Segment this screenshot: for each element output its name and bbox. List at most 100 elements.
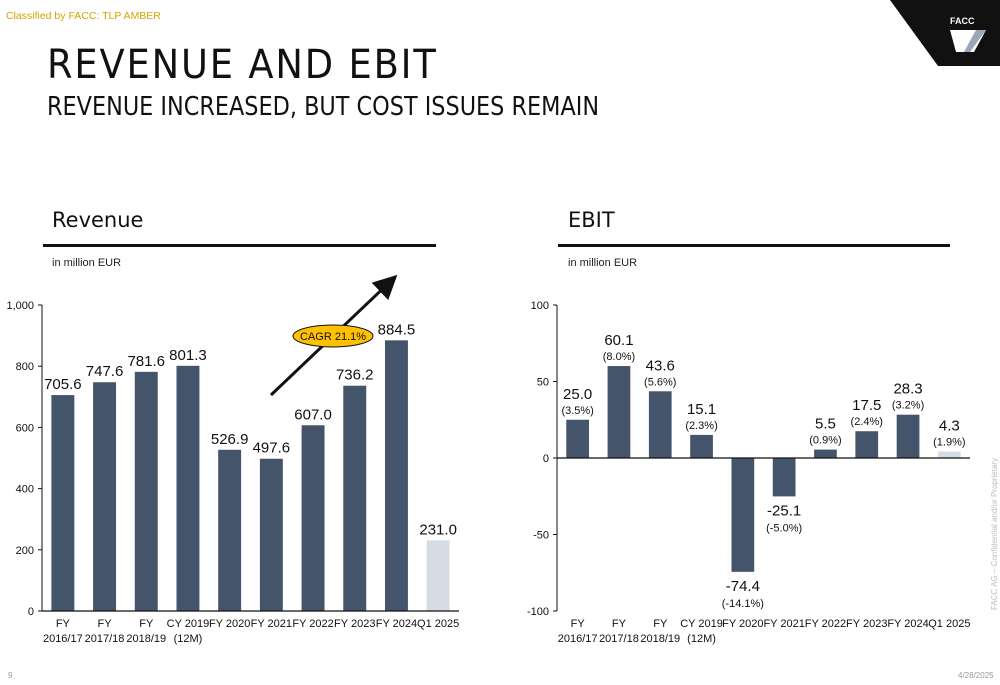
x-tick-label: FY <box>56 618 71 630</box>
cagr-label: CAGR 21.1% <box>300 331 366 343</box>
data-label-margin: (3.5%) <box>561 405 593 417</box>
y-tick-label: 50 <box>537 377 549 389</box>
x-tick-label: FY <box>612 618 627 630</box>
bar <box>93 382 117 611</box>
x-tick-label: FY 2020 <box>722 618 763 630</box>
data-label-margin: (5.6%) <box>644 376 676 388</box>
bar <box>384 340 408 611</box>
y-tick-label: -50 <box>533 530 549 542</box>
y-tick-label: -100 <box>527 606 549 618</box>
x-tick-label: FY 2024 <box>376 618 417 630</box>
data-label: -74.4 <box>726 578 760 595</box>
x-tick-label: FY 2021 <box>251 618 292 630</box>
data-label: 15.1 <box>687 401 716 418</box>
x-tick-label: 2017/18 <box>599 633 639 645</box>
y-tick-label: 1,000 <box>6 300 34 312</box>
bar <box>690 434 713 458</box>
x-tick-label: FY <box>98 618 113 630</box>
y-tick-label: 100 <box>531 300 549 312</box>
x-tick-label: FY 2024 <box>887 618 928 630</box>
data-label-margin: (-14.1%) <box>722 598 764 610</box>
confidential-note: FACC AG – Confidential and/or Proprietar… <box>990 457 999 610</box>
x-tick-label: (12M) <box>687 633 716 645</box>
data-label: 705.6 <box>44 376 82 393</box>
y-tick-label: 400 <box>16 484 34 496</box>
y-tick-label: 0 <box>543 453 549 465</box>
footer-date: 4/28/2025 <box>958 671 994 680</box>
data-label: -25.1 <box>767 502 801 519</box>
logo-mark-accent <box>964 30 986 52</box>
data-label: 526.9 <box>211 431 249 448</box>
data-label: 4.3 <box>939 417 960 434</box>
ebit-chart-title: EBIT <box>568 208 615 232</box>
x-tick-label: 2017/18 <box>85 633 125 645</box>
x-tick-label: 2018/19 <box>126 633 166 645</box>
y-tick-label: 200 <box>16 545 34 557</box>
x-tick-label: CY 2019 <box>167 618 210 630</box>
page-title: REVENUE AND EBIT <box>47 42 438 88</box>
data-label: 801.3 <box>169 347 207 364</box>
x-tick-label: FY 2020 <box>209 618 250 630</box>
data-label: 60.1 <box>604 332 633 349</box>
bar <box>607 366 631 458</box>
x-tick-label: FY <box>653 618 668 630</box>
ebit-title-rule <box>558 244 950 247</box>
bar <box>259 458 283 611</box>
bar <box>134 371 158 611</box>
data-label: 231.0 <box>419 521 457 538</box>
x-tick-label: FY 2021 <box>763 618 804 630</box>
data-label-margin: (3.2%) <box>892 400 924 412</box>
data-label: 747.6 <box>86 363 124 380</box>
bar <box>343 385 367 611</box>
data-label: 497.6 <box>253 440 291 457</box>
data-label: 43.6 <box>646 357 675 374</box>
x-tick-label: Q1 2025 <box>928 618 970 630</box>
data-label-margin: (1.9%) <box>933 436 965 448</box>
bar <box>855 431 879 458</box>
data-label: 607.0 <box>294 406 332 423</box>
x-tick-label: FY <box>139 618 154 630</box>
data-label: 884.5 <box>378 321 416 338</box>
bar <box>937 451 961 458</box>
classification-label: Classified by FACC: TLP AMBER <box>6 10 161 22</box>
data-label-margin: (0.9%) <box>809 435 841 447</box>
bar <box>301 425 325 611</box>
x-tick-label: Q1 2025 <box>417 618 459 630</box>
data-label: 25.0 <box>563 386 592 403</box>
data-label: 781.6 <box>127 353 165 370</box>
facc-logo: FACC <box>890 0 1000 66</box>
x-tick-label: 2016/17 <box>43 633 83 645</box>
data-label-margin: (2.3%) <box>685 420 717 432</box>
bar <box>772 458 796 497</box>
x-tick-label: FY 2022 <box>805 618 846 630</box>
bar <box>731 458 755 572</box>
data-label-margin: (8.0%) <box>603 351 635 363</box>
data-label: 28.3 <box>893 381 922 398</box>
ebit-unit-label: in million EUR <box>568 257 638 269</box>
x-tick-label: FY <box>571 618 586 630</box>
x-tick-label: 2016/17 <box>558 633 598 645</box>
data-label: 5.5 <box>815 416 836 433</box>
data-label-margin: (2.4%) <box>851 416 883 428</box>
bar <box>176 365 200 611</box>
y-tick-label: 600 <box>16 422 34 434</box>
x-tick-label: FY 2023 <box>334 618 375 630</box>
x-tick-label: 2018/19 <box>640 633 680 645</box>
bar <box>814 449 837 458</box>
y-tick-label: 0 <box>28 606 34 618</box>
revenue-chart-title: Revenue <box>52 208 144 232</box>
bar <box>51 395 75 611</box>
revenue-title-rule <box>43 244 436 247</box>
bar <box>426 540 450 611</box>
bar <box>648 391 672 458</box>
x-tick-label: FY 2022 <box>292 618 333 630</box>
x-tick-label: CY 2019 <box>680 618 723 630</box>
bar <box>566 419 590 458</box>
data-label: 736.2 <box>336 367 374 384</box>
cagr-badge <box>292 324 374 348</box>
logo-text: FACC <box>950 16 975 26</box>
x-tick-label: FY 2023 <box>846 618 887 630</box>
x-tick-label: (12M) <box>174 633 203 645</box>
